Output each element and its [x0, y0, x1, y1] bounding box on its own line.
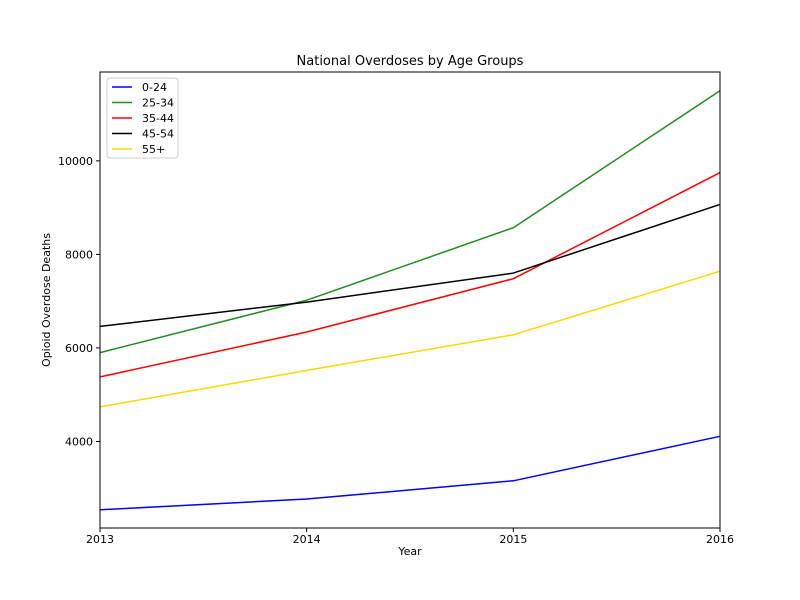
x-axis-title: Year: [397, 545, 422, 558]
legend-label: 0-24: [142, 81, 167, 94]
x-axis: 2013 2014 2015 2016: [86, 528, 734, 546]
y-tick-label: 4000: [65, 435, 93, 448]
x-tick-label: 2016: [706, 533, 734, 546]
legend: 0-24 25-34 35-44 45-54 55+: [106, 77, 179, 159]
legend-label: 35-44: [142, 112, 174, 125]
legend-label: 45-54: [142, 128, 174, 141]
x-tick-label: 2013: [86, 533, 114, 546]
y-tick-label: 6000: [65, 342, 93, 355]
x-tick-label: 2014: [293, 533, 321, 546]
plot-area: [99, 71, 721, 529]
y-tick-label: 10000: [58, 155, 93, 168]
legend-box: [106, 77, 179, 159]
y-axis-title: Opioid Overdose Deaths: [40, 233, 53, 367]
series-line-35-44: [99, 171, 721, 378]
y-axis: 4000 6000 8000 10000: [58, 155, 100, 448]
chart-title: National Overdoses by Age Groups: [297, 54, 524, 69]
legend-label: 55+: [142, 143, 165, 156]
series-layer: [99, 90, 721, 511]
series-line-55+: [99, 270, 721, 408]
x-tick-label: 2015: [499, 533, 527, 546]
y-tick-label: 8000: [65, 248, 93, 261]
plot-frame: [99, 71, 721, 529]
series-line-45-54: [99, 203, 721, 328]
plot-background: [100, 72, 720, 528]
legend-label: 25-34: [142, 97, 174, 110]
series-line-0-24: [99, 435, 721, 511]
series-line-25-34: [99, 90, 721, 354]
